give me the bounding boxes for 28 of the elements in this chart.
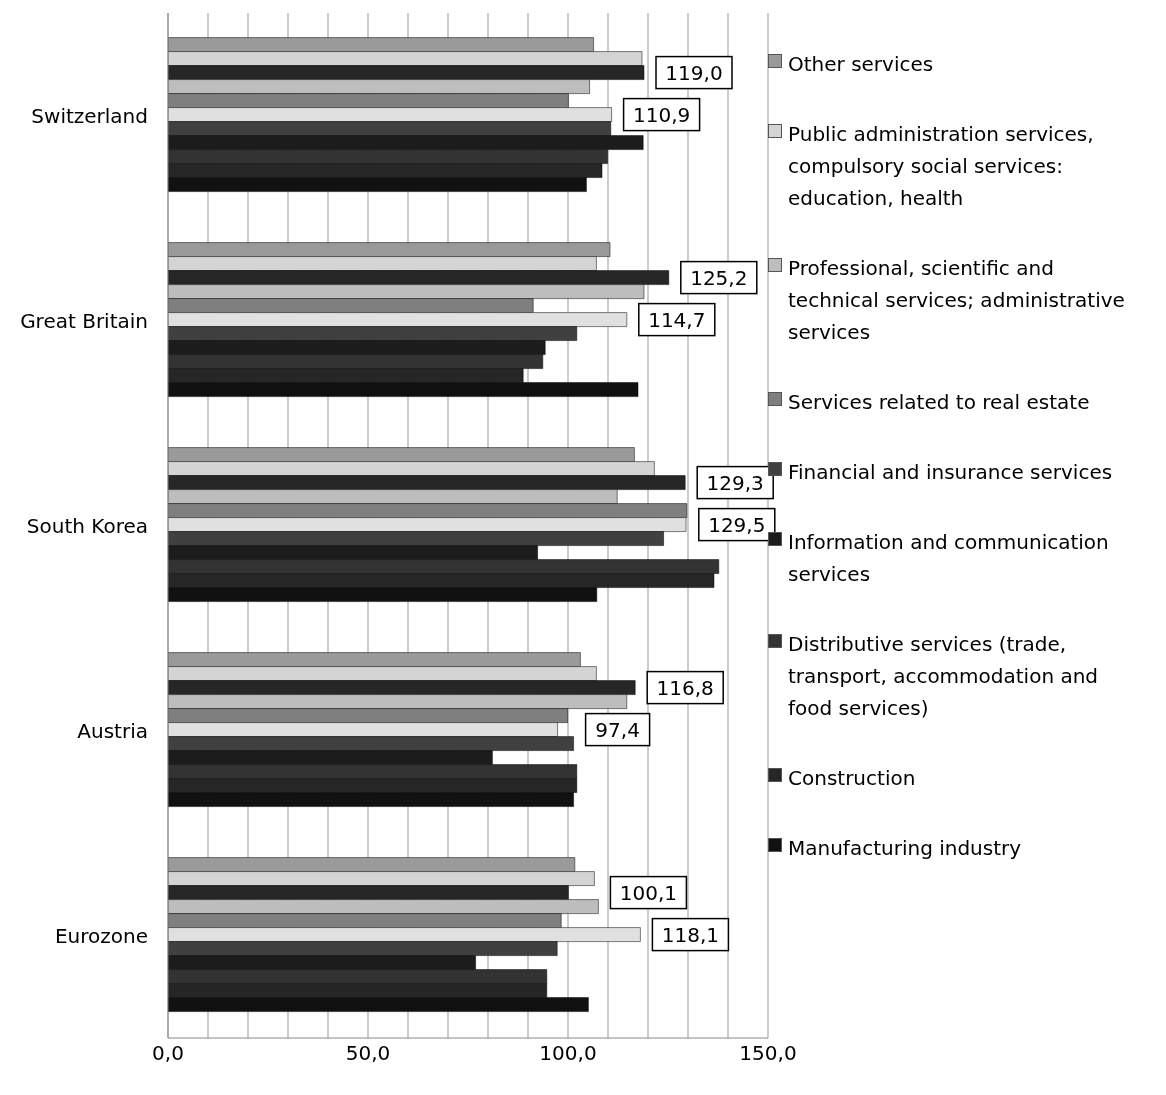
y-tick-label: Austria bbox=[77, 718, 148, 743]
x-tick-label: 0,0 bbox=[152, 1041, 184, 1066]
y-tick-label: Great Britain bbox=[20, 308, 148, 333]
x-tick-label: 100,0 bbox=[539, 1041, 597, 1066]
data-label: 129,3 bbox=[706, 470, 764, 495]
data-label: 110,9 bbox=[632, 102, 691, 127]
legend-label: Professional, scientific and technical services; administrative services bbox=[788, 255, 1126, 346]
x-tick-label: 150,0 bbox=[739, 1041, 797, 1066]
data-label: 114,7 bbox=[648, 307, 706, 332]
data-label: 125,2 bbox=[690, 265, 748, 290]
data-label: 129,5 bbox=[708, 512, 766, 537]
data-label: 119,0 bbox=[665, 60, 723, 85]
data-label: 97,4 bbox=[595, 717, 640, 742]
y-tick-label: Eurozone bbox=[54, 923, 148, 948]
x-tick-label: 50,0 bbox=[345, 1041, 391, 1066]
y-tick-label: Switzerland bbox=[31, 103, 148, 128]
data-label: 118,1 bbox=[661, 922, 720, 947]
legend-label: Financial and insurance services bbox=[788, 459, 1113, 486]
legend-label: Manufacturing industry bbox=[788, 835, 1022, 862]
legend-label: Distributive services (trade, transport, accommodation and food services) bbox=[788, 631, 1100, 722]
data-label: 116,8 bbox=[656, 675, 714, 700]
legend-label: Information and communication services bbox=[788, 529, 1110, 588]
legend-label: Construction bbox=[788, 765, 916, 792]
data-label: 100,1 bbox=[619, 880, 678, 905]
legend-label: Services related to real estate bbox=[788, 389, 1090, 416]
legend-label: Public administration services, compulsory social services: education, health bbox=[788, 121, 1095, 212]
y-tick-label: South Korea bbox=[26, 513, 148, 538]
legend-label: Other services bbox=[788, 51, 934, 78]
